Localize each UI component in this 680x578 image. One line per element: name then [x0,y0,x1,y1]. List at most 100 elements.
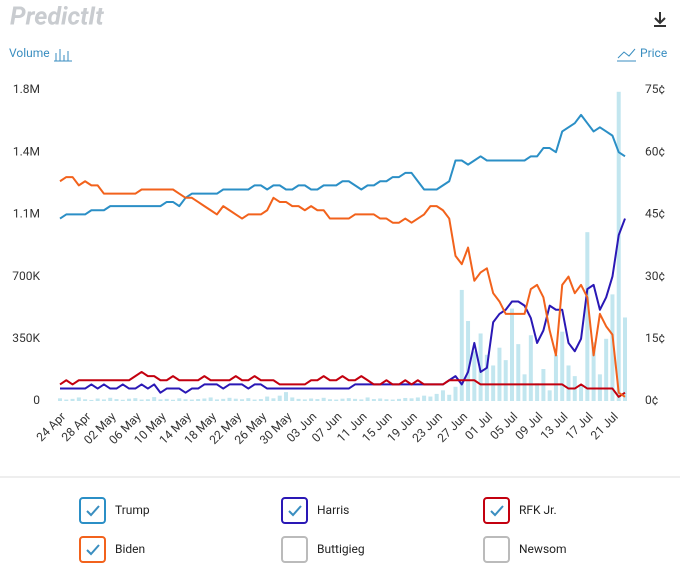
logo: PredictIt [10,3,104,32]
volume-bar [610,294,615,401]
volume-bar [585,232,590,401]
volume-bar [171,399,175,401]
x-tick-label: 17 Jul [563,409,596,442]
legend-checkbox [79,497,106,524]
volume-bar [428,396,433,401]
volume-bar [158,399,163,401]
y-tick-label: 1.8M [13,82,40,96]
volume-icon [54,49,72,62]
volume-bar [390,399,395,401]
volume-bar [284,392,288,401]
volume-bar [591,342,596,401]
volume-bar [334,399,339,401]
legend-item[interactable]: Trump [79,497,150,524]
download-icon[interactable] [654,12,666,27]
volume-bar [70,398,75,401]
legend-label: Buttigieg [317,542,365,556]
x-tick-label: 01 Jul [462,409,495,442]
volume-bar [152,397,157,401]
price-line [59,176,626,398]
y-tick-label: 1.4M [13,144,40,158]
volume-bar [346,398,351,401]
volume-bar [434,393,439,401]
volume-bar [321,397,326,401]
volume-bar [265,396,270,401]
legend-label: Harris [317,503,349,517]
y2-tick-label: 60¢ [645,144,665,158]
y-tick-label: 350K [12,331,40,345]
volume-bar [202,398,207,401]
volume-bar [353,398,358,401]
legend-label: Trump [115,503,150,517]
volume-label: Volume [9,46,50,60]
volume-bar [277,395,282,401]
y2-tick-label: 15¢ [645,331,665,345]
legend-label: RFK Jr. [519,503,557,517]
volume-bar [101,399,106,401]
volume-glyph [54,49,72,62]
legend-item[interactable]: Harris [281,497,349,524]
volume-bar [484,354,489,401]
volume-bar [309,398,314,401]
volume-bar [227,397,232,401]
volume-bar [415,397,420,401]
volume-bar [553,354,558,401]
volume-bar [340,398,345,401]
volume-bar [240,399,245,401]
volume-bar [453,386,458,401]
volume-bar [139,399,144,401]
price-line [60,218,626,394]
legend-label: Biden [115,542,145,556]
x-tick-label: 13 Jul [538,409,571,442]
volume-bar [95,398,100,401]
volume-bar [183,399,188,401]
price-glyph [617,48,636,62]
legend-check [490,505,504,517]
volume-bar [252,399,257,401]
volume-bar [133,398,138,401]
volume-bar [64,399,69,401]
volume-bar [579,385,584,401]
volume-bar [258,399,263,401]
volume-bar [560,331,565,401]
x-tick-label: 09 Jul [513,409,546,442]
legend-item[interactable]: Biden [79,536,145,563]
legend-label: Newsom [519,542,567,556]
volume-bar [497,347,502,401]
y2-tick-label: 0¢ [645,393,658,407]
y-tick-label: 1.1M [13,207,40,221]
legend-item[interactable]: RFK Jr. [483,497,557,524]
volume-bar [491,365,496,401]
price-label: Price [640,46,667,60]
legend-checkbox [79,536,106,563]
volume-bar [290,397,295,401]
legend-item[interactable]: Newsom [483,536,567,563]
y2-tick-label: 45¢ [645,207,665,221]
volume-bar [397,398,401,401]
volume-bar [403,397,408,401]
volume-bar [440,390,445,401]
legend-check [86,505,100,517]
volume-bar [616,91,621,401]
volume-bar [516,344,521,401]
legend-checkbox [281,497,308,524]
volume-bar [528,335,533,401]
volume-bar [327,399,332,401]
volume-bar [535,383,540,401]
volume-bar [58,398,62,401]
volume-bar [108,397,113,401]
x-tick-label: 05 Jul [487,409,520,442]
volume-bar [384,399,389,401]
download-glyph [654,12,666,27]
volume-bar [233,398,238,401]
legend-item[interactable]: Buttigieg [281,536,365,563]
volume-bar [208,397,213,401]
volume-bar [296,398,301,401]
volume-bar [566,365,571,401]
volume-bar [409,398,414,401]
volume-bar [246,398,251,401]
volume-bar [114,399,119,401]
volume-bar [177,398,182,401]
volume-bar [510,308,514,401]
